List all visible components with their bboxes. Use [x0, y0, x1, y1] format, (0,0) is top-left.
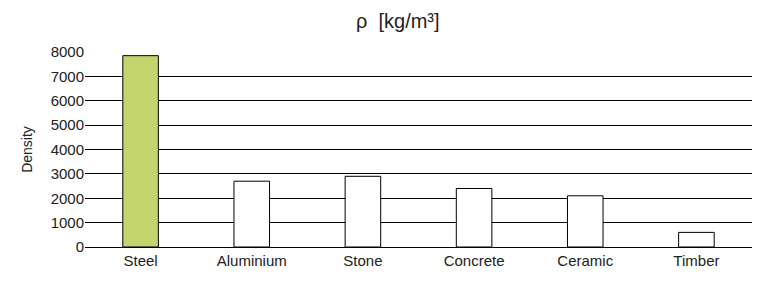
- svg-text:7000: 7000: [51, 68, 84, 85]
- svg-text:3000: 3000: [51, 165, 84, 182]
- svg-text:Stone: Stone: [343, 252, 382, 269]
- svg-text:Concrete: Concrete: [444, 252, 505, 269]
- svg-text:Ceramic: Ceramic: [557, 252, 613, 269]
- svg-text:ρ [kg/m³]: ρ [kg/m³]: [356, 10, 440, 32]
- svg-text:Aluminium: Aluminium: [217, 252, 287, 269]
- svg-text:8000: 8000: [51, 43, 84, 60]
- svg-text:5000: 5000: [51, 116, 84, 133]
- svg-text:6000: 6000: [51, 92, 84, 109]
- svg-text:Density: Density: [19, 126, 35, 173]
- svg-text:Steel: Steel: [123, 252, 157, 269]
- svg-text:Timber: Timber: [673, 252, 719, 269]
- svg-text:4000: 4000: [51, 141, 84, 158]
- svg-text:1000: 1000: [51, 214, 84, 231]
- svg-text:2000: 2000: [51, 190, 84, 207]
- svg-text:0: 0: [76, 238, 84, 255]
